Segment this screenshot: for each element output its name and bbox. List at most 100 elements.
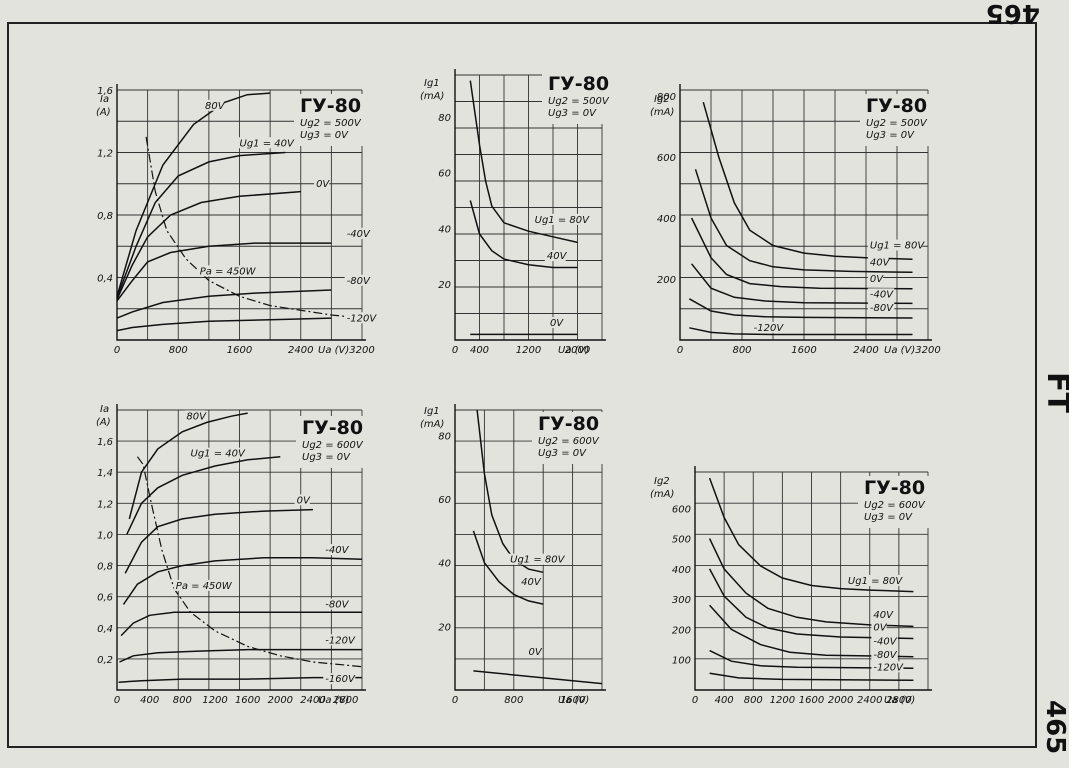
y-axis-unit: (mA)	[420, 91, 444, 102]
x-tick-label: 0	[114, 345, 120, 356]
x-tick-label: 3200	[349, 345, 374, 356]
chart-condition: Ug3 = 0V	[300, 130, 349, 141]
x-tick-label: 800	[169, 345, 188, 356]
curve-label: 40V	[521, 577, 542, 588]
title-backdrop	[532, 412, 604, 464]
chart-title: ГУ-80	[864, 477, 925, 499]
label-backdrop	[867, 288, 895, 300]
curve-ug1-80v	[469, 80, 578, 244]
chart-title: ГУ-80	[302, 417, 363, 439]
curve-ug1-80v	[708, 477, 914, 593]
chart-title: ГУ-80	[866, 95, 927, 117]
label-backdrop	[184, 410, 206, 422]
label-backdrop	[845, 575, 901, 587]
chart-axes	[454, 69, 606, 341]
curve-label: -80V	[347, 276, 371, 287]
curve--40v	[116, 242, 332, 302]
label-backdrop	[526, 646, 542, 657]
curve-0v	[708, 568, 914, 640]
x-tick-label: 2800	[886, 695, 911, 706]
x-tick-label: 800	[744, 695, 763, 706]
y-axis-label: Ia	[100, 94, 109, 105]
label-backdrop	[867, 239, 923, 251]
chart-condition: Ug2 = 600V	[302, 440, 364, 451]
label-backdrop	[344, 274, 372, 286]
y-tick-label: 600	[657, 153, 676, 164]
curve-label: 0V	[529, 647, 543, 658]
page-number-bottom: 465	[1040, 700, 1069, 755]
x-tick-label: 2400	[300, 695, 325, 706]
curve-label: -80V	[325, 600, 349, 611]
x-axis-label: Ua (V)	[558, 345, 589, 356]
label-backdrop	[871, 621, 887, 633]
curve-label: -40V	[347, 229, 371, 240]
label-backdrop	[197, 265, 253, 277]
label-backdrop	[508, 553, 563, 565]
y-tick-label: 200	[657, 275, 676, 286]
y-tick-label: 0,2	[97, 655, 113, 666]
curve--80v	[116, 289, 332, 319]
curve-label: 40V	[547, 251, 568, 262]
curve-label: Ug1 = 40V	[191, 449, 246, 460]
y-tick-label: 20	[438, 622, 451, 633]
y-tick-label: 0,4	[97, 274, 113, 285]
curve-label: -120V	[873, 662, 904, 673]
y-axis-unit: (mA)	[650, 107, 674, 118]
curve-40v	[694, 169, 913, 274]
x-tick-label: 1600	[227, 345, 252, 356]
label-backdrop	[547, 317, 564, 329]
curve--80v	[709, 649, 914, 669]
title-backdrop	[296, 416, 368, 468]
x-tick-label: 2400	[288, 345, 313, 356]
curve-80v	[116, 92, 271, 297]
y-axis-unit: (A)	[96, 107, 111, 118]
x-tick-label: 1600	[791, 345, 816, 356]
label-backdrop	[519, 576, 540, 587]
y-tick-label: 800	[657, 92, 676, 103]
curve-label: 0V	[297, 495, 311, 506]
y-axis-label: Ig2	[654, 94, 670, 105]
chart-title: ГУ-80	[538, 413, 599, 435]
chart-axes	[116, 404, 366, 691]
curve-ug1-80v	[476, 409, 544, 574]
x-tick-label: 800	[173, 695, 192, 706]
x-tick-label: 1200	[516, 345, 541, 356]
x-axis-label: Ua (V)	[884, 695, 915, 706]
curve-label: -40V	[870, 289, 894, 300]
y-tick-label: 1,4	[97, 468, 113, 479]
chart-title: ГУ-80	[548, 73, 609, 95]
chart-axes	[116, 84, 366, 341]
y-tick-label: 0,8	[97, 562, 113, 573]
curve-ug1-80v	[702, 101, 913, 260]
x-tick-label: 2400	[853, 345, 878, 356]
chart-axes	[454, 404, 606, 691]
section-marker: FT	[1040, 372, 1069, 413]
curve--40v	[691, 263, 913, 305]
label-backdrop	[751, 321, 784, 333]
curve--80v	[688, 298, 913, 319]
label-backdrop	[871, 635, 898, 647]
curve--40v	[122, 557, 363, 605]
label-backdrop	[188, 447, 243, 459]
title-backdrop	[860, 94, 932, 146]
label-backdrop	[323, 634, 356, 646]
curve-label: -40V	[325, 545, 349, 556]
curve--120v	[709, 672, 914, 682]
label-backdrop	[203, 99, 224, 111]
chart-axes	[694, 466, 932, 691]
chart-condition: Ug2 = 600V	[538, 436, 600, 447]
chart-axes	[679, 84, 932, 341]
chart-condition: Ug2 = 500V	[866, 118, 928, 129]
chart-condition: Ug3 = 0V	[548, 108, 597, 119]
curve--120v	[116, 317, 332, 332]
label-backdrop	[344, 227, 372, 239]
curve-label: Ug1 = 80V	[848, 576, 903, 587]
y-axis-label: Ig1	[424, 406, 440, 417]
x-tick-label: 400	[140, 695, 159, 706]
chart-title: ГУ-80	[300, 95, 361, 117]
curve-label: 80V	[186, 411, 207, 422]
x-axis-label: Ua (V)	[558, 695, 589, 706]
x-tick-label: 2000	[268, 695, 293, 706]
chart-condition: Ug2 = 500V	[548, 96, 610, 107]
